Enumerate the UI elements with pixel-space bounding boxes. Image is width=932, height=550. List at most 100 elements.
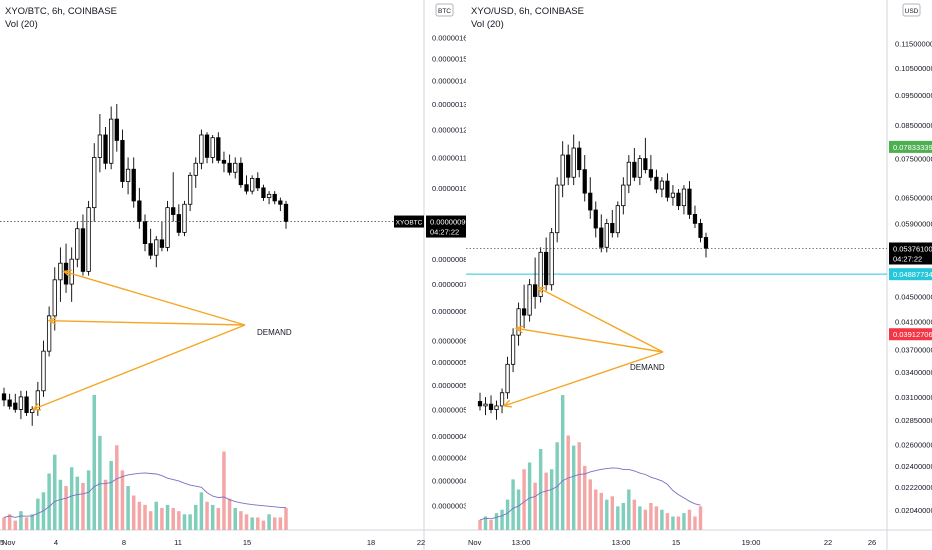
- volume-bar: [583, 465, 587, 530]
- last-price-value: 0.00000090: [430, 218, 466, 227]
- volume-bar: [103, 479, 108, 530]
- y-tick-label: 0.04100000: [895, 318, 932, 327]
- y-tick-label: 0.04500000: [895, 292, 932, 301]
- candle-body: [577, 147, 582, 171]
- y-tick-label: 0.07500000: [895, 155, 932, 164]
- volume-bar: [698, 506, 703, 530]
- candle-body: [18, 396, 24, 410]
- volume-bar: [115, 445, 119, 530]
- demand-arrow-head: [502, 399, 512, 408]
- x-tick-label: 22: [824, 538, 832, 547]
- chart-pane-xyobtc[interactable]: XYO/BTC, 6h, COINBASE Vol (20) 0.0000016…: [0, 0, 466, 550]
- volume-bar: [489, 519, 493, 530]
- volume-bar: [571, 445, 576, 530]
- target-price-tag: [889, 140, 932, 153]
- volume-bar: [566, 435, 570, 530]
- volume-bar: [643, 509, 648, 530]
- y-tick-label: 0.02040000: [895, 506, 932, 515]
- candle-body: [80, 228, 86, 272]
- volume-bar: [233, 508, 237, 530]
- price-countdown: 04:27:22: [893, 254, 922, 263]
- volume-bar: [522, 469, 526, 530]
- candle-body: [86, 207, 91, 272]
- volume-bar: [605, 499, 609, 530]
- volume-bar: [267, 514, 271, 530]
- volume-bar: [30, 514, 34, 530]
- candle-body: [204, 134, 210, 158]
- last-price-value: 0.05376100: [893, 244, 932, 253]
- y-tick-label: 0.10500000: [895, 64, 932, 73]
- volume-bar: [154, 501, 159, 530]
- volume-indicator-label: Vol (20): [5, 19, 38, 30]
- candle-body: [109, 118, 114, 164]
- candle-body: [659, 180, 665, 190]
- chart-header: XYO/BTC, 6h, COINBASE Vol (20): [5, 5, 117, 31]
- candle-body: [238, 162, 244, 186]
- volume-bar: [250, 517, 254, 530]
- candle-body: [533, 284, 538, 297]
- x-tick-label: 15: [672, 538, 680, 547]
- volume-bar: [148, 511, 153, 530]
- volume-bar: [256, 517, 260, 530]
- candle-body: [46, 315, 52, 352]
- symbol-tag: [394, 215, 424, 228]
- volume-bar: [682, 513, 686, 530]
- currency-badge-label: USD: [905, 8, 919, 15]
- y-tick-label: 0.00000068: [432, 307, 466, 316]
- candle-body: [221, 159, 227, 164]
- stop-price-tag-value: 0.03912706: [893, 330, 932, 339]
- y-tick-label: 0.02850000: [895, 416, 932, 425]
- y-tick-label: 0.00000062: [432, 337, 466, 346]
- demand-label: DEMAND: [257, 328, 292, 337]
- demand-arrow: [32, 324, 246, 411]
- volume-bar: [98, 435, 102, 530]
- volume-bar: [109, 460, 113, 530]
- candle-body: [555, 184, 560, 234]
- candle-body: [582, 169, 587, 194]
- volume-bar: [58, 479, 63, 530]
- volume-bar: [665, 513, 670, 530]
- volume-bar: [261, 520, 266, 530]
- volume-bar: [671, 516, 675, 530]
- price-axis: [424, 0, 466, 550]
- demand-label: DEMAND: [630, 363, 665, 372]
- candle-body: [637, 158, 642, 178]
- volume-bar: [560, 395, 565, 530]
- candle-body: [41, 350, 46, 392]
- volume-bar: [177, 511, 181, 530]
- volume-bar: [478, 519, 482, 530]
- y-tick-label: 0.00000046: [432, 432, 466, 441]
- volume-bar: [53, 454, 57, 530]
- chart-pane-xyousd[interactable]: XYO/USD, 6h, COINBASE Vol (20) 0.1150000…: [466, 0, 932, 550]
- candlestick-chart-svg[interactable]: 0.11500000 0.10500000 0.09500000 0.08500000…: [466, 0, 932, 550]
- volume-bar: [216, 508, 221, 530]
- candle-body: [199, 134, 204, 164]
- volume-bar: [244, 514, 249, 530]
- candle-body: [278, 200, 283, 205]
- volume-bar: [47, 473, 51, 530]
- y-tick-label: 0.03100000: [895, 393, 932, 402]
- x-tick-label: 13:00: [512, 538, 531, 547]
- candle-body: [171, 207, 176, 215]
- volume-bar: [594, 489, 598, 530]
- x-tick-label: 25: [0, 538, 4, 547]
- volume-bar: [194, 504, 198, 530]
- x-tick-label: Nov: [2, 538, 16, 547]
- y-tick-label: 0.00000074: [432, 280, 466, 289]
- candle-body: [58, 262, 63, 281]
- price-countdown: 04:27:22: [430, 228, 459, 237]
- volume-ma-line: [479, 467, 701, 521]
- candle-body: [75, 228, 80, 260]
- volume-bar: [64, 486, 68, 530]
- y-tick-label: 0.05900000: [895, 219, 932, 228]
- demand-arrow: [503, 351, 664, 407]
- candle-body: [131, 168, 136, 202]
- candle-body: [538, 251, 543, 297]
- candle-body: [216, 137, 221, 161]
- volume-bar: [577, 442, 581, 530]
